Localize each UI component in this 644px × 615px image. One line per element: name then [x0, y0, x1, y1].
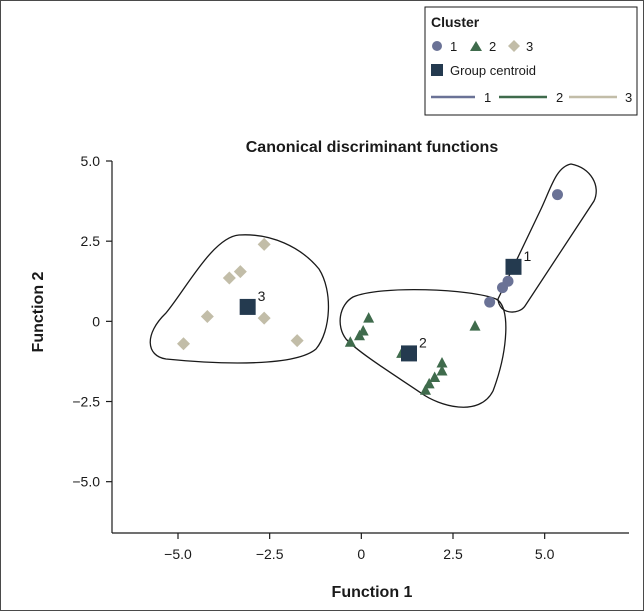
cluster-outlines: [149, 163, 597, 408]
point-cluster-2: [469, 320, 481, 331]
legend-centroid-marker: [431, 64, 443, 76]
point-cluster-2: [363, 312, 375, 323]
legend-title: Cluster: [431, 14, 480, 30]
cluster-outline-3: [149, 234, 330, 364]
point-cluster-2: [429, 371, 441, 382]
point-cluster-3: [290, 334, 304, 348]
point-cluster-2: [420, 384, 431, 395]
point-cluster-2: [436, 365, 448, 376]
y-tick-label: 5.0: [81, 153, 101, 169]
point-cluster-3: [222, 271, 236, 285]
point-cluster-3: [257, 237, 271, 251]
point-cluster-2: [423, 377, 435, 389]
legend-line-label-3: 3: [625, 90, 632, 105]
y-tick-label: 2.5: [81, 233, 101, 249]
chart-title: Canonical discriminant functions: [246, 139, 499, 156]
legend: Cluster 1 2 3 Group centroid 1 2 3: [424, 6, 638, 116]
x-tick-label: 2.5: [443, 546, 463, 562]
y-tick-label: 0: [92, 313, 100, 329]
legend-centroid-label: Group centroid: [450, 63, 536, 78]
legend-line-label-1: 1: [484, 90, 491, 105]
centroid-2: [401, 345, 417, 362]
centroid-label-1: 1: [524, 248, 532, 264]
x-tick-label: −2.5: [256, 546, 284, 562]
legend-marker-circle: [432, 41, 442, 51]
centroid-label-2: 2: [419, 334, 427, 350]
centroid-1: [505, 258, 522, 275]
centroid-label-3: 3: [258, 288, 266, 304]
group-centroids: 1 2 3: [239, 248, 532, 362]
legend-label-2: 2: [489, 39, 496, 54]
y-tick-label: −2.5: [72, 394, 100, 410]
point-cluster-1: [552, 189, 563, 201]
point-cluster-3: [233, 265, 247, 279]
point-cluster-1: [497, 282, 508, 294]
y-tick-label: −5.0: [72, 474, 100, 490]
point-cluster-3: [177, 337, 190, 351]
x-axis-label: Function 1: [332, 584, 413, 601]
legend-marker-triangle: [470, 41, 482, 51]
axes: [111, 161, 629, 534]
legend-marker-diamond: [508, 40, 520, 52]
point-cluster-2: [354, 329, 365, 341]
y-axis-label: Function 2: [30, 271, 47, 352]
x-ticks: −5.0 −2.5 0 2.5 5.0: [164, 533, 555, 562]
point-cluster-3: [200, 310, 214, 324]
x-tick-label: −5.0: [164, 546, 192, 562]
cluster-outline-1: [497, 163, 597, 313]
y-ticks: 5.0 2.5 0 −2.5 −5.0: [72, 153, 112, 490]
x-tick-label: 0: [357, 546, 365, 562]
point-cluster-1: [484, 296, 496, 308]
point-cluster-3: [257, 311, 271, 325]
point-cluster-2: [436, 357, 448, 368]
cluster-outline-2: [339, 288, 507, 408]
centroid-3: [239, 298, 256, 315]
legend-line-label-2: 2: [556, 90, 563, 105]
x-tick-label: 5.0: [535, 546, 555, 562]
legend-label-3: 3: [526, 39, 533, 54]
legend-label-1: 1: [450, 39, 457, 54]
point-cluster-2: [344, 336, 356, 347]
